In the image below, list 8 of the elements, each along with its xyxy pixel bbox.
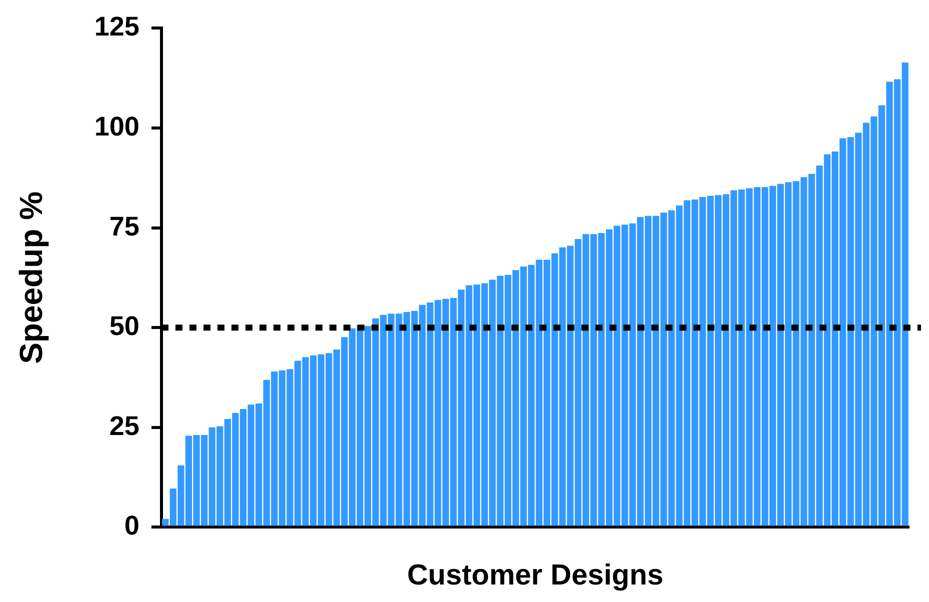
y-tick-label: 50 (109, 311, 140, 342)
y-tick-label: 125 (94, 12, 140, 42)
y-tick-label: 75 (109, 211, 140, 242)
y-axis-title: Speedup % (13, 191, 50, 364)
x-axis-title: Customer Designs (407, 560, 664, 592)
y-tick-label: 25 (109, 410, 140, 441)
y-tick-label: 100 (94, 111, 140, 142)
y-tick-label: 0 (124, 510, 140, 541)
